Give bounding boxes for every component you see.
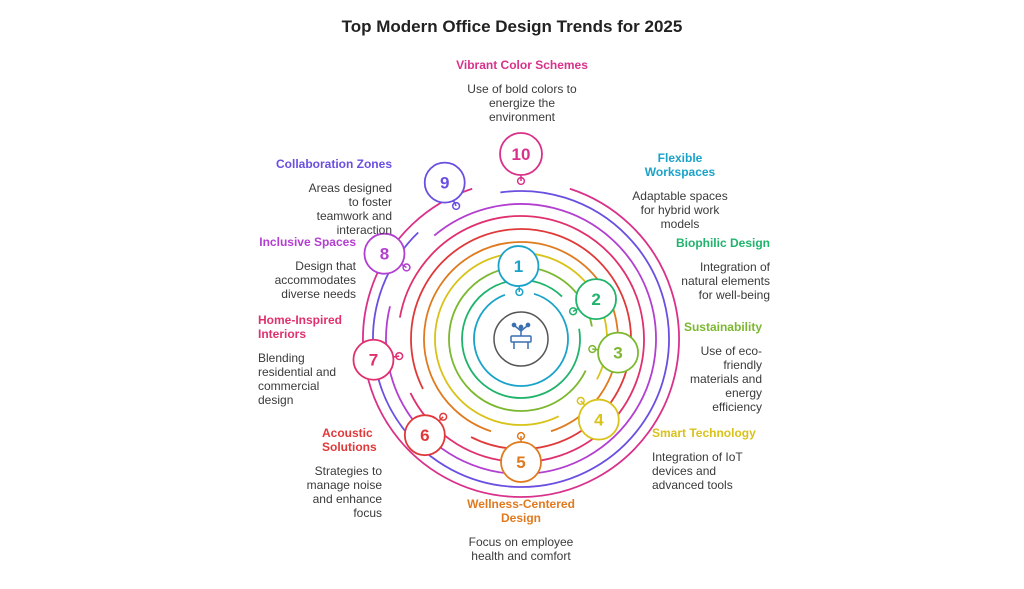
trend-8-title: Inclusive Spaces: [259, 235, 356, 249]
ring-10: [362, 187, 680, 498]
trend-8-label: Inclusive Spaces Design that accommodate…: [256, 235, 356, 301]
trend-1-desc: Adaptable spaces for hybrid work models: [632, 189, 728, 231]
trend-7-title: Home-Inspired Interiors: [258, 313, 343, 341]
ring-6: [410, 228, 632, 450]
trend-6-label: Acoustic Solutions Strategies to manage …: [286, 426, 382, 520]
trend-10-title: Vibrant Color Schemes: [456, 58, 588, 72]
trend-1-title: Flexible Workspaces: [644, 151, 716, 179]
trend-2-label: Biophilic Design Integration of natural …: [660, 236, 770, 302]
ring-5: [423, 241, 619, 433]
trend-3-title: Sustainability: [683, 320, 762, 334]
trend-4-title: Smart Technology: [652, 426, 756, 440]
trend-6-title: Acoustic Solutions: [322, 426, 377, 454]
badge-4: 4: [577, 398, 620, 441]
trend-10-label: Vibrant Color Schemes Use of bold colors…: [451, 58, 593, 124]
badge-9: 9: [423, 161, 466, 207]
trend-5-label: Wellness-Centered Design Focus on employ…: [466, 497, 576, 563]
trend-10-desc: Use of bold colors to energize the envir…: [467, 82, 577, 124]
trend-2-title: Biophilic Design: [675, 236, 770, 250]
badge-number-5: 5: [516, 453, 525, 472]
badge-number-1: 1: [514, 257, 523, 276]
trend-9-title: Collaboration Zones: [275, 157, 392, 171]
badge-number-6: 6: [420, 426, 429, 445]
badge-2: 2: [572, 278, 617, 320]
trend-9-label: Collaboration Zones Areas designed to fo…: [272, 157, 392, 237]
trend-2-desc: Integration of natural elements for well…: [681, 260, 770, 302]
trend-7-label: Home-Inspired Interiors Blending residen…: [258, 313, 358, 407]
trend-4-label: Smart Technology Integration of IoT devi…: [652, 426, 762, 492]
badge-number-2: 2: [591, 290, 600, 309]
badge-number-9: 9: [440, 174, 449, 193]
ring-3: [448, 266, 593, 412]
diagram-title: Top Modern Office Design Trends for 2025: [341, 17, 683, 36]
trend-7-desc: Blending residential and commercial desi…: [258, 351, 337, 407]
badge-number-7: 7: [369, 351, 378, 370]
office-desk-icon: [510, 322, 532, 349]
ring-anchor-2: [568, 307, 578, 316]
trend-1-label: Flexible Workspaces Adaptable spaces for…: [630, 151, 730, 231]
badge-number-10: 10: [512, 145, 531, 164]
trend-9-desc: Areas designed to foster teamwork and in…: [308, 181, 392, 237]
center-hub: [493, 311, 549, 367]
badge-8: 8: [363, 232, 407, 275]
badge-7: 7: [352, 338, 400, 381]
badge-3: 3: [592, 331, 639, 374]
ring-1: [473, 292, 569, 387]
trend-3-label: Sustainability Use of eco-friendly mater…: [670, 320, 762, 414]
trend-8-desc: Design that accommodates diverse needs: [274, 259, 356, 301]
badge-5: 5: [500, 436, 542, 483]
trend-6-desc: Strategies to manage noise and enhance f…: [306, 464, 382, 520]
ring-7: [398, 215, 645, 463]
trend-5-title: Wellness-Centered Design: [467, 497, 575, 525]
trend-5-desc: Focus on employee health and comfort: [468, 535, 574, 563]
badge-number-8: 8: [380, 245, 389, 264]
badge-number-4: 4: [594, 411, 604, 430]
trend-4-desc: Integration of IoT devices and advanced …: [652, 450, 743, 492]
badge-10: 10: [499, 132, 543, 181]
trend-3-desc: Use of eco-friendly materials and energy…: [689, 344, 762, 414]
badge-6: 6: [403, 414, 446, 457]
badge-number-3: 3: [613, 344, 622, 363]
badge-1: 1: [497, 245, 540, 293]
